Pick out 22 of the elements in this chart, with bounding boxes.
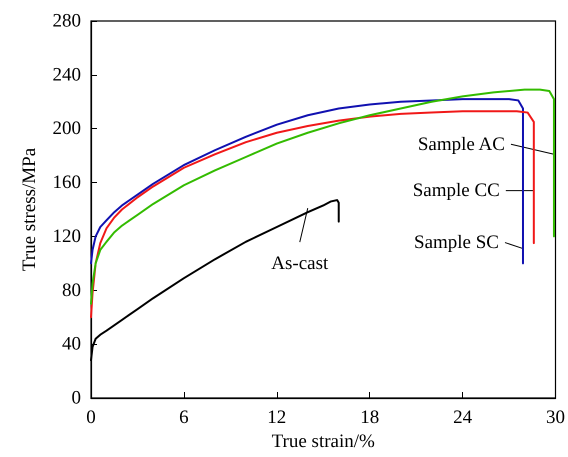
x-tick-label: 0 [86, 407, 96, 428]
x-tick-label: 12 [267, 407, 286, 428]
y-axis-title: True stress/MPa [19, 147, 40, 272]
y-tick-label: 280 [52, 10, 81, 32]
y-tick-label: 240 [52, 64, 81, 86]
y-tick-label: 80 [62, 280, 81, 301]
y-tick-label: 40 [62, 334, 81, 355]
y-tick-label: 200 [52, 118, 81, 140]
line-series [90, 88, 555, 305]
line-series [90, 110, 535, 318]
x-tick-label: 18 [360, 407, 380, 428]
annotation: As-cast [271, 253, 329, 274]
annotation: Sample SC [414, 232, 499, 254]
y-tick-label: 160 [52, 172, 81, 194]
x-axis-title: True strain/% [272, 431, 376, 452]
y-tick-label: 120 [52, 226, 81, 247]
annotation: Sample CC [412, 180, 500, 202]
x-tick-label: 6 [179, 407, 189, 428]
x-tick-label: 30 [546, 407, 565, 428]
annotation: Sample AC [418, 134, 505, 155]
y-tick-label: 0 [72, 388, 81, 408]
x-tick-label: 24 [453, 407, 473, 428]
